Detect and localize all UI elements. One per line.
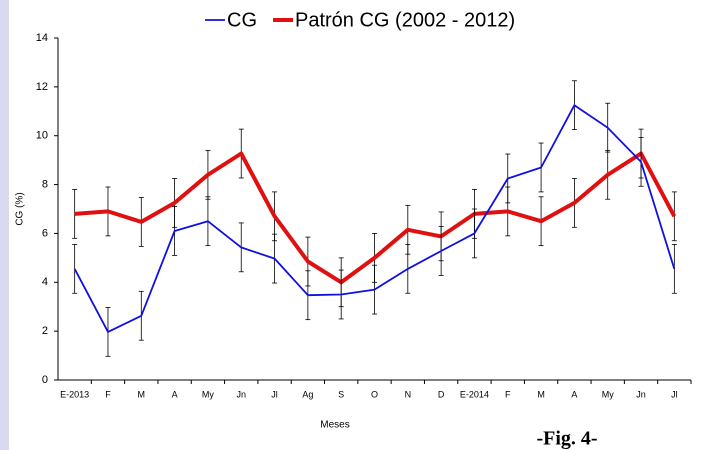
series-line	[74, 151, 677, 285]
x-tick-label: S	[338, 389, 344, 399]
y-tick-label: 8	[42, 178, 48, 190]
x-tick-label: M	[537, 389, 545, 399]
x-tick-label: E-2014	[460, 389, 489, 399]
x-tick-label: Ag	[302, 389, 313, 399]
y-tick-label: 14	[36, 32, 48, 44]
x-tick-label: F	[505, 389, 511, 399]
error-bar	[671, 191, 677, 242]
y-tick-label: 0	[42, 374, 48, 386]
x-tick-label: F	[105, 389, 111, 399]
x-tick-label: Jl	[271, 389, 278, 399]
x-tick-label: Jn	[636, 389, 646, 399]
figure-caption: -Fig. 4-	[536, 428, 597, 450]
x-tick-label: D	[438, 389, 445, 399]
x-tick-label: Jl	[671, 389, 678, 399]
x-tick-label: E-2013	[60, 389, 89, 399]
y-tick-label: 10	[36, 130, 48, 142]
x-tick-label: N	[405, 389, 412, 399]
y-axis-label: CG (%)	[15, 192, 26, 225]
error-bar	[72, 189, 78, 239]
x-tick-label: A	[571, 389, 577, 399]
side-strip	[0, 0, 9, 450]
y-tick-label: 6	[42, 227, 48, 239]
x-axis-label: Meses	[320, 420, 349, 431]
x-tick-label: O	[371, 389, 378, 399]
error-bar	[72, 244, 78, 294]
legend-label: Patrón CG (2002 - 2012)	[295, 9, 515, 31]
series-line	[73, 104, 676, 333]
legend-label: CG	[227, 9, 257, 31]
x-tick-label: My	[602, 389, 614, 399]
x-tick-label: Jn	[236, 389, 246, 399]
y-tick-label: 4	[42, 276, 48, 288]
y-tick-label: 12	[36, 81, 48, 93]
x-tick-label: A	[172, 389, 178, 399]
y-tick-label: 2	[42, 325, 48, 337]
x-tick-label: My	[202, 389, 214, 399]
x-tick-label: M	[138, 389, 146, 399]
